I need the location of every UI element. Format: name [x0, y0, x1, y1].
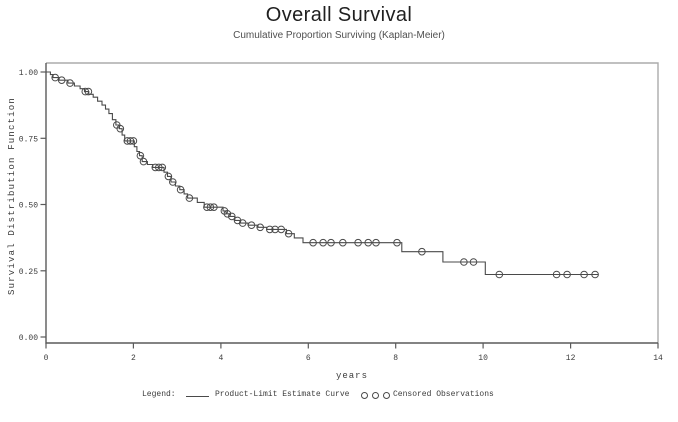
censored-marker	[591, 270, 599, 279]
legend-line-sample-icon	[186, 396, 209, 397]
censored-marker	[176, 185, 185, 194]
x-axis-label: years	[335, 371, 368, 381]
censored-marker	[136, 151, 145, 160]
censored-marker	[309, 238, 317, 247]
km-curve	[46, 71, 599, 276]
censored-marker	[372, 238, 380, 247]
censored-marker	[210, 203, 218, 211]
censored-marker	[81, 87, 90, 96]
chart-subtitle: Cumulative Proportion Surviving (Kaplan-…	[233, 30, 445, 41]
plot-frame-top-right	[46, 62, 659, 343]
censored-marker-icon	[372, 392, 379, 399]
x-tick-label: 2	[131, 354, 136, 363]
censored-marker	[247, 221, 256, 229]
x-tick-label: 0	[44, 354, 49, 363]
censored-marker	[129, 137, 138, 145]
x-tick-label: 4	[218, 354, 223, 363]
censored-marker	[418, 247, 426, 256]
censored-marker	[66, 79, 74, 87]
chart-title: Overall Survival	[265, 4, 413, 26]
censored-marker	[580, 270, 588, 279]
censored-marker	[266, 225, 274, 234]
x-tick-label: 8	[393, 354, 398, 363]
y-tick-label: 0.50	[19, 202, 38, 211]
censored-marker	[223, 210, 232, 218]
censored-marker	[460, 258, 468, 266]
censored-marker	[319, 238, 327, 247]
censored-marker	[495, 270, 504, 279]
censored-marker	[228, 212, 236, 221]
censored-marker	[469, 258, 478, 266]
censored-marker	[155, 163, 163, 172]
censored-marker	[206, 203, 215, 211]
censored-markers	[51, 73, 599, 279]
censored-marker	[284, 229, 293, 238]
x-tick-label: 10	[478, 354, 488, 363]
y-tick-label: 0.25	[19, 268, 38, 277]
censored-marker	[123, 137, 132, 145]
y-axis-ticks: 1.00 0.75 0.50 0.25 0.00	[19, 69, 46, 343]
censored-marker-icon	[361, 392, 368, 399]
censored-marker	[238, 219, 247, 227]
censored-marker	[126, 137, 135, 145]
censored-marker	[158, 163, 167, 172]
y-tick-label: 0.75	[19, 135, 38, 144]
censored-marker	[271, 225, 279, 234]
censored-marker	[256, 223, 265, 232]
censored-marker	[169, 178, 177, 186]
censored-marker	[57, 76, 66, 84]
x-axis-ticks: 0 2 4 6 8 10 12 14	[44, 343, 663, 363]
censored-marker	[277, 225, 286, 234]
censored-marker	[139, 157, 148, 166]
censored-marker	[354, 238, 362, 247]
censored-marker-icon	[383, 392, 390, 399]
x-tick-label: 14	[653, 354, 663, 363]
legend-prefix: Legend:	[142, 390, 176, 399]
censored-marker	[116, 124, 125, 133]
y-tick-label: 0.00	[19, 334, 38, 343]
censored-marker	[84, 87, 93, 96]
censored-marker	[185, 194, 194, 202]
x-tick-label: 12	[566, 354, 576, 363]
censored-marker	[393, 238, 401, 247]
censored-marker	[339, 238, 347, 247]
censored-marker	[51, 73, 60, 82]
censored-marker	[327, 238, 335, 247]
y-axis-label: Survival Distribution Function	[7, 96, 17, 296]
censored-marker	[563, 270, 571, 279]
plot-axes	[45, 63, 658, 344]
censored-marker	[552, 270, 561, 279]
y-tick-label: 1.00	[19, 69, 38, 78]
legend-curve-label: Product-Limit Estimate Curve	[215, 390, 350, 399]
x-tick-label: 6	[306, 354, 311, 363]
censored-marker	[164, 172, 173, 181]
legend-censored-label: Censored Observations	[393, 390, 494, 399]
censored-marker	[364, 238, 373, 247]
